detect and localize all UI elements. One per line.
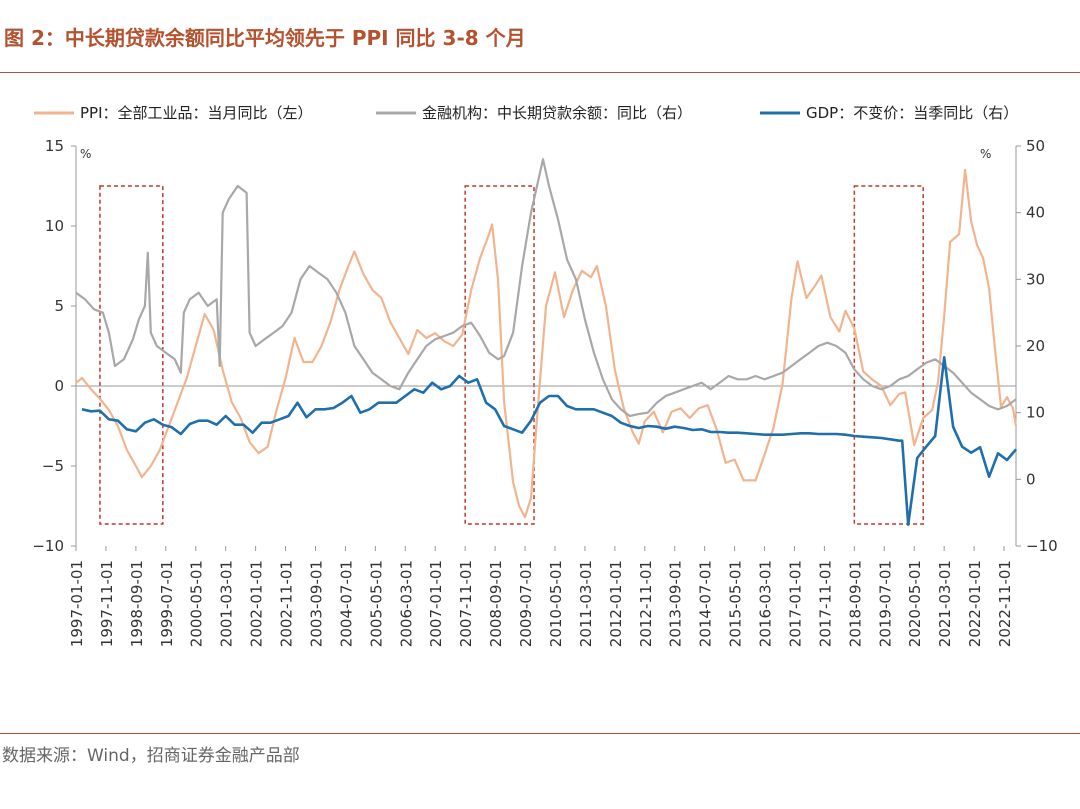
x-tick-label: 2022-11-01 bbox=[996, 560, 1014, 647]
figure-title: 图 2：中长期贷款余额同比平均领先于 PPI 同比 3-8 个月 bbox=[4, 26, 526, 50]
right-tick-label: 0 bbox=[1026, 470, 1036, 488]
x-tick-label: 2015-05-01 bbox=[727, 560, 745, 647]
x-tick-label: 2016-03-01 bbox=[757, 560, 775, 647]
left-tick-label: −10 bbox=[32, 537, 64, 555]
x-tick-label: 1998-09-01 bbox=[128, 560, 146, 647]
loans-line bbox=[75, 158, 1017, 418]
right-tick-label: 50 bbox=[1026, 137, 1045, 155]
left-tick-label: 0 bbox=[54, 377, 64, 395]
legend-label: PPI：全部工业品：当月同比（左） bbox=[80, 104, 313, 122]
legend-label: GDP：不变价：当季同比（右） bbox=[806, 104, 1018, 122]
right-tick-label: 20 bbox=[1026, 337, 1045, 355]
right-tick-label: −10 bbox=[1026, 537, 1058, 555]
title-divider bbox=[0, 72, 1080, 73]
highlight-box bbox=[464, 185, 535, 525]
right-tick-label: 30 bbox=[1026, 270, 1045, 288]
x-tick-label: 2008-09-01 bbox=[487, 560, 505, 647]
x-tick-label: 2019-07-01 bbox=[876, 560, 894, 647]
x-tick-label: 1999-07-01 bbox=[158, 560, 176, 647]
x-tick-label: 2020-05-01 bbox=[906, 560, 924, 647]
x-tick-label: 2007-01-01 bbox=[427, 560, 445, 647]
left-unit-label: % bbox=[80, 147, 91, 161]
x-tick-label: 2012-01-01 bbox=[607, 560, 625, 647]
x-tick-label: 2012-11-01 bbox=[637, 560, 655, 647]
x-tick-label: 2003-09-01 bbox=[307, 560, 325, 647]
x-tick-label: 2018-09-01 bbox=[846, 560, 864, 647]
x-tick-label: 2001-03-01 bbox=[218, 560, 236, 647]
x-tick-label: 2022-01-01 bbox=[966, 560, 984, 647]
x-tick-label: 2010-05-01 bbox=[547, 560, 565, 647]
x-tick-label: 2014-07-01 bbox=[697, 560, 715, 647]
highlight-box bbox=[99, 185, 164, 525]
x-tick-label: 2013-09-01 bbox=[667, 560, 685, 647]
x-tick-label: 2004-07-01 bbox=[337, 560, 355, 647]
left-tick-label: 10 bbox=[45, 217, 64, 235]
x-tick-label: 2011-03-01 bbox=[577, 560, 595, 647]
x-tick-label: 1997-01-01 bbox=[68, 560, 86, 647]
x-tick-label: 2017-11-01 bbox=[816, 560, 834, 647]
x-tick-label: 2021-03-01 bbox=[936, 560, 954, 647]
left-tick-label: −5 bbox=[42, 457, 64, 475]
x-tick-label: 2000-05-01 bbox=[188, 560, 206, 647]
right-tick-label: 10 bbox=[1026, 404, 1045, 422]
right-unit-label: % bbox=[980, 147, 991, 161]
x-tick-label: 2002-11-01 bbox=[278, 560, 296, 647]
gdp-line bbox=[81, 356, 1017, 526]
source-note: 数据来源：Wind，招商证券金融产品部 bbox=[2, 746, 300, 766]
x-tick-label: 2007-11-01 bbox=[457, 560, 475, 647]
highlight-box bbox=[853, 185, 924, 525]
x-tick-label: 2002-01-01 bbox=[248, 560, 266, 647]
left-tick-label: 15 bbox=[45, 137, 64, 155]
x-tick-label: 2009-07-01 bbox=[517, 560, 535, 647]
x-tick-label: 1997-11-01 bbox=[98, 560, 116, 647]
ppi-line bbox=[75, 168, 1018, 519]
highlight-boxes bbox=[99, 185, 924, 525]
x-tick-label: 2006-03-01 bbox=[397, 560, 415, 647]
x-tick-label: 2017-01-01 bbox=[786, 560, 804, 647]
left-tick-label: 5 bbox=[54, 297, 64, 315]
x-tick-label: 2005-05-01 bbox=[367, 560, 385, 647]
source-divider bbox=[0, 733, 1080, 734]
legend-label: 金融机构：中长期贷款余额：同比（右） bbox=[422, 104, 692, 122]
chart-legend: PPI：全部工业品：当月同比（左） 金融机构：中长期贷款余额：同比（右） GDP：不… bbox=[34, 104, 1018, 122]
chart-series bbox=[75, 158, 1018, 526]
right-tick-label: 40 bbox=[1026, 204, 1045, 222]
